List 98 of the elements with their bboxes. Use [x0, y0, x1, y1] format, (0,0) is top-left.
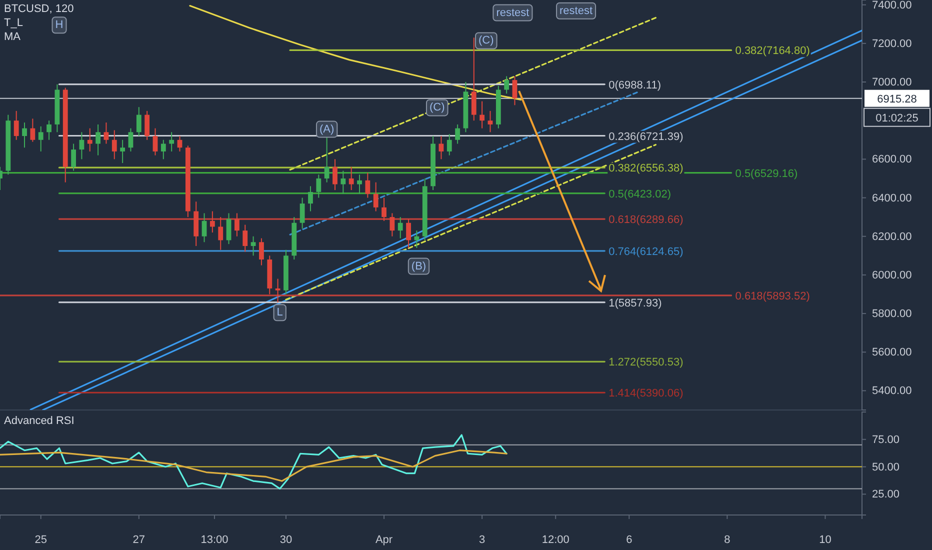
candlestick: [259, 238, 264, 266]
x-tick-label: 8: [724, 534, 730, 546]
candlestick: [382, 197, 386, 222]
x-tick-label: 6: [626, 534, 632, 546]
y-tick-label: 25.00: [872, 488, 900, 501]
candlestick: [275, 278, 280, 303]
annotation: T_L: [4, 17, 23, 29]
candlestick: [446, 134, 452, 156]
annotation: restest: [496, 6, 530, 19]
y-tick-label: 5400.00: [872, 385, 912, 398]
x-tick-label: 27: [132, 534, 146, 546]
candlestick: [308, 186, 313, 212]
candlestick: [373, 182, 378, 212]
candlestick: [504, 76, 510, 94]
candlestick: [512, 76, 518, 106]
series-label: 0.5(6529.16): [735, 168, 798, 180]
x-tick-label: Apr: [375, 534, 393, 546]
candlestick: [22, 122, 27, 148]
series-label: 1(5857.93): [608, 297, 662, 310]
candlestick: [438, 136, 444, 160]
candlestick: [480, 100, 485, 129]
candlestick: [242, 224, 248, 252]
candlestick: [71, 143, 76, 172]
series-label: 1.272(5550.53): [608, 356, 684, 369]
series-label: 0.382(7164.80): [735, 45, 810, 58]
candlestick: [234, 212, 240, 237]
y-tick-label: 7000.00: [872, 76, 912, 89]
annotation: (B): [411, 260, 426, 272]
y-tick-label: 50.00: [872, 461, 900, 474]
x-tick-label: 3: [479, 534, 486, 546]
candlestick: [210, 210, 215, 233]
y-tick-label: 75.00: [872, 434, 900, 446]
candlestick: [250, 236, 256, 256]
x-tick-label: 10: [819, 534, 832, 546]
series-label: 0.618(6289.66): [608, 214, 684, 226]
candlestick: [218, 216, 224, 250]
candlestick: [104, 122, 109, 144]
series-label: 0(6988.11): [608, 79, 662, 92]
annotation: (C): [429, 102, 445, 114]
candlestick: [390, 212, 395, 237]
candlestick: [128, 128, 134, 152]
candlestick: [300, 197, 305, 230]
candlestick: [87, 128, 92, 152]
candlestick: [152, 128, 158, 156]
y-tick-label: 6400.00: [872, 192, 912, 204]
candlestick: [46, 120, 52, 140]
candlestick: [455, 124, 460, 144]
x-tick-label: 25: [34, 534, 47, 546]
annotation: MA: [4, 31, 22, 43]
annotation: (C): [478, 34, 494, 47]
candlestick: [357, 174, 362, 194]
candlestick: [169, 132, 174, 152]
series-label: 1.414(5390.06): [608, 388, 684, 400]
y-tick-label: 5600.00: [872, 346, 912, 359]
candlestick: [202, 212, 207, 243]
candlestick: [14, 110, 19, 140]
candlestick: [365, 172, 370, 198]
candlestick: [406, 218, 411, 248]
series-label: 0.764(6124.65): [608, 246, 684, 258]
series-label: 0.618(5893.52): [735, 290, 810, 302]
candlestick: [120, 139, 126, 164]
series-label: 0.382(6556.38): [608, 162, 684, 175]
candlestick: [340, 170, 346, 194]
candlestick: [324, 136, 330, 183]
candlestick: [160, 139, 166, 160]
candlestick: [79, 132, 84, 160]
candlestick: [332, 158, 338, 191]
series-label: 0.5(6423.02): [608, 188, 672, 200]
chart-title: Advanced RSI: [4, 415, 74, 427]
chart-title: BTCUSD, 120: [4, 3, 74, 15]
candlestick: [112, 130, 117, 160]
candlestick: [144, 110, 150, 140]
annotation: H: [55, 19, 64, 32]
candlestick: [30, 118, 36, 142]
candlestick: [96, 124, 100, 156]
x-tick-label: 30: [280, 534, 292, 546]
annotation: restest: [560, 4, 593, 17]
candlestick: [316, 174, 322, 198]
text: 01:02:25: [876, 112, 918, 124]
y-tick-label: 5800.00: [872, 308, 912, 320]
candlestick: [38, 126, 44, 152]
candlestick: [488, 110, 493, 133]
candlestick: [471, 37, 476, 122]
x-tick-label: 12:00: [542, 534, 570, 546]
annotation: (A): [319, 123, 334, 136]
candlestick: [226, 212, 232, 245]
y-tick-label: 6000.00: [872, 269, 912, 282]
annotation: L: [276, 306, 283, 319]
candlestick: [398, 216, 403, 239]
candlestick: [136, 106, 142, 137]
y-tick-label: 7200.00: [872, 38, 912, 50]
y-tick-label: 7400.00: [872, 0, 912, 12]
candlestick: [348, 166, 354, 191]
x-tick-label: 13:00: [200, 534, 228, 546]
y-tick-label: 6600.00: [872, 154, 912, 166]
y-tick-label: 6200.00: [872, 230, 912, 243]
series-label: 0.236(6721.39): [608, 130, 684, 143]
ref-line-label: 6915.28: [877, 93, 917, 106]
